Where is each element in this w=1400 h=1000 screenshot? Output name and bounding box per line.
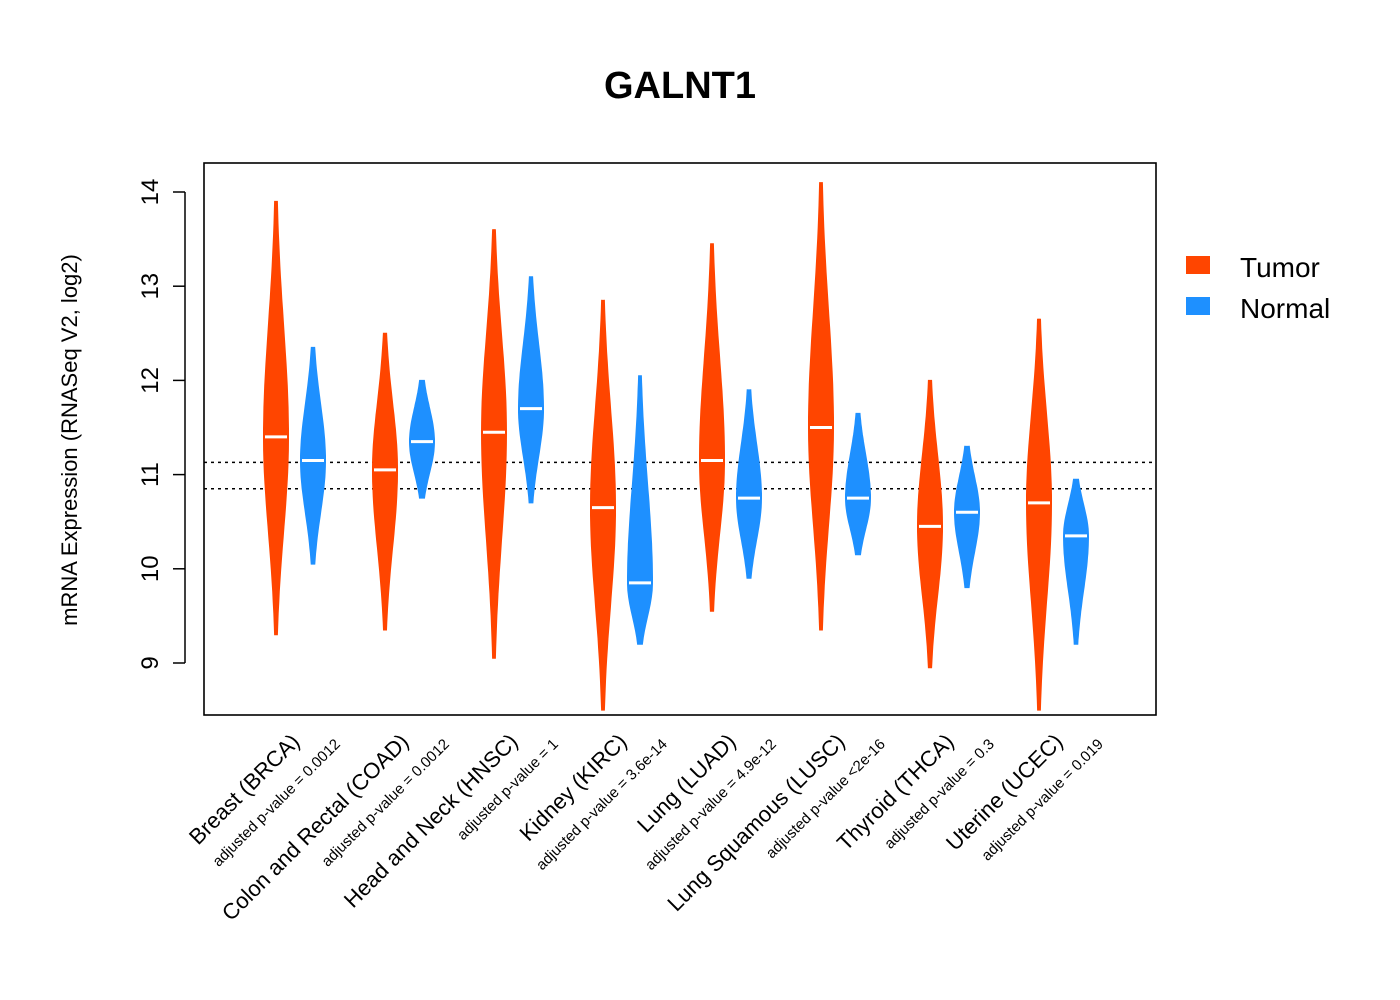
violin-normal-lung-squamous-lusc-shape bbox=[845, 412, 871, 556]
legend-label-normal: Normal bbox=[1240, 293, 1330, 324]
violin-normal-kidney-kirc-shape bbox=[627, 375, 653, 645]
violin-tumor-colon-and-rectal-coad-shape bbox=[372, 332, 398, 631]
violin-normal-uterine-ucec bbox=[1062, 478, 1090, 645]
x-axis-labels: Breast (BRCA)adjusted p-value = 0.0012Co… bbox=[184, 729, 1107, 926]
legend-swatch-normal bbox=[1186, 297, 1210, 315]
y-axis: 9 10 11 12 13 14 bbox=[137, 179, 186, 670]
violin-normal-colon-and-rectal-coad-shape bbox=[409, 379, 435, 499]
y-tick-label: 12 bbox=[137, 367, 164, 394]
y-axis-label: mRNA Expression (RNASeq V2, log2) bbox=[57, 254, 82, 626]
violin-normal-head-and-neck-hnsc bbox=[518, 276, 544, 504]
legend: Tumor Normal bbox=[1186, 252, 1330, 324]
violin-tumor-kidney-kirc-shape bbox=[590, 299, 616, 711]
violin-tumor-uterine-ucec bbox=[1026, 318, 1052, 711]
violins bbox=[263, 182, 1090, 711]
violin-normal-thyroid-thca-shape bbox=[954, 445, 980, 589]
violin-normal-uterine-ucec-shape bbox=[1062, 478, 1090, 645]
plot-frame bbox=[203, 162, 1157, 716]
violin-normal-breast-brca-shape bbox=[300, 346, 326, 565]
violin-normal-head-and-neck-hnsc-shape bbox=[518, 276, 544, 504]
violin-normal-colon-and-rectal-coad bbox=[409, 379, 435, 499]
y-tick-label: 11 bbox=[137, 462, 164, 487]
y-tick-label: 9 bbox=[137, 656, 164, 669]
violin-tumor-kidney-kirc bbox=[590, 299, 616, 711]
violin-tumor-breast-brca-shape bbox=[263, 200, 289, 636]
violin-normal-breast-brca bbox=[300, 346, 326, 565]
violin-normal-lung-luad-shape bbox=[736, 389, 762, 579]
chart-title: GALNT1 bbox=[604, 65, 756, 107]
violin-normal-lung-luad bbox=[736, 389, 762, 579]
y-tick-label: 13 bbox=[137, 273, 164, 300]
legend-swatch-tumor bbox=[1186, 256, 1210, 274]
reference-lines bbox=[204, 461, 1156, 490]
violin-normal-lung-squamous-lusc bbox=[845, 412, 871, 556]
violin-tumor-thyroid-thca bbox=[917, 379, 943, 669]
violin-normal-thyroid-thca bbox=[954, 445, 980, 589]
violin-tumor-lung-luad bbox=[699, 243, 725, 612]
violin-tumor-lung-squamous-lusc-shape bbox=[808, 182, 834, 631]
violin-tumor-lung-squamous-lusc bbox=[808, 182, 834, 631]
y-tick-label: 14 bbox=[137, 179, 164, 206]
violin-tumor-head-and-neck-hnsc bbox=[480, 229, 508, 659]
violin-tumor-thyroid-thca-shape bbox=[917, 379, 943, 669]
y-tick-label: 10 bbox=[137, 555, 164, 582]
violin-tumor-colon-and-rectal-coad bbox=[372, 332, 398, 631]
violin-normal-kidney-kirc bbox=[627, 375, 653, 645]
violin-tumor-uterine-ucec-shape bbox=[1026, 318, 1052, 711]
violin-tumor-lung-luad-shape bbox=[699, 243, 725, 612]
violin-tumor-head-and-neck-hnsc-shape bbox=[480, 229, 508, 659]
violin-tumor-breast-brca bbox=[263, 200, 289, 636]
legend-label-tumor: Tumor bbox=[1240, 252, 1320, 283]
